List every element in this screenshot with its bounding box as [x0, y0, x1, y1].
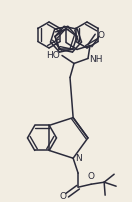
Text: O: O [59, 192, 66, 201]
Text: NH: NH [89, 55, 103, 64]
Text: O: O [98, 31, 105, 40]
Text: N: N [75, 154, 82, 163]
Text: HO: HO [46, 51, 60, 60]
Text: O: O [88, 172, 95, 181]
